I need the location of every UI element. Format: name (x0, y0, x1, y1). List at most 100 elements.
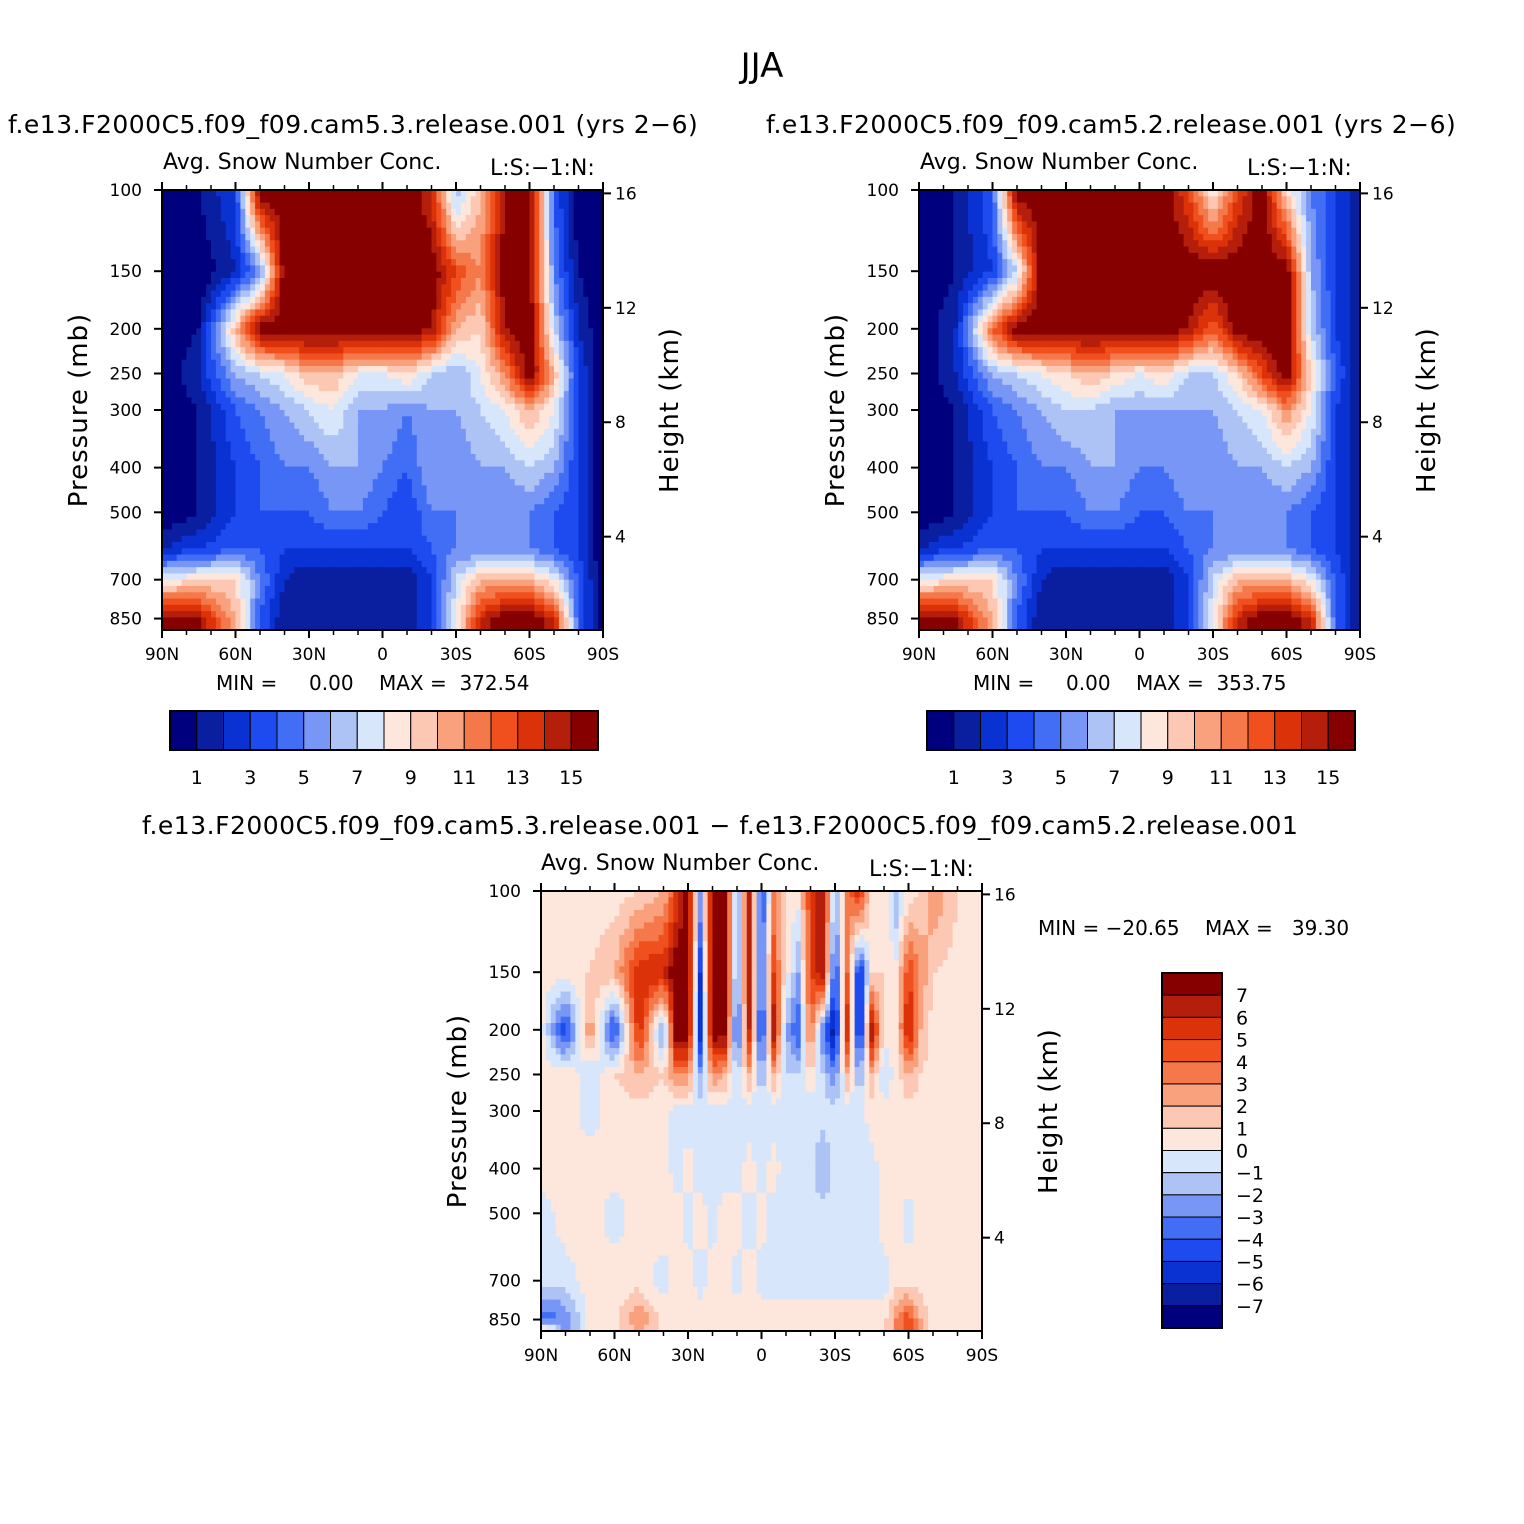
left-cell (225, 252, 232, 260)
left-cell (162, 366, 168, 373)
left-cell (583, 447, 589, 455)
left-cell (196, 391, 202, 399)
left-cell (402, 516, 408, 524)
left-cell (328, 491, 335, 499)
left-cell (274, 378, 281, 386)
left-cell (191, 322, 197, 329)
left-cell (539, 227, 545, 235)
left-cell (529, 491, 535, 499)
left-cell (279, 208, 286, 216)
left-cell (470, 485, 477, 493)
left-cell (220, 466, 227, 474)
left-cell (377, 334, 384, 342)
left-cell (304, 397, 310, 405)
left-cell (186, 227, 192, 235)
left-cell (235, 278, 241, 285)
left-cell (505, 403, 511, 411)
left-cell (549, 315, 555, 323)
left-cell (313, 309, 320, 317)
left-cell (534, 322, 540, 329)
left-cell (558, 246, 565, 254)
left-cell (240, 221, 246, 229)
left-cell (176, 246, 183, 254)
left-cell (495, 391, 501, 399)
left-cell (279, 322, 286, 329)
left-cell (505, 447, 511, 455)
left-cell (191, 202, 197, 210)
left-cell (328, 265, 335, 273)
left-cell (343, 460, 349, 468)
left-cell (299, 422, 305, 430)
left-cell (549, 246, 555, 254)
left-cell (387, 284, 393, 292)
left-cell (509, 208, 516, 216)
left-cell (554, 372, 560, 380)
left-cell (387, 410, 393, 417)
left-cell (549, 460, 555, 468)
left-cell (201, 397, 207, 405)
left-cell (431, 516, 437, 524)
left-cell (529, 265, 535, 273)
left-cell (524, 529, 531, 537)
left-cell (230, 491, 237, 499)
left-cell (421, 454, 428, 461)
left-cell (191, 215, 197, 223)
left-cell (323, 403, 330, 411)
left-cell (524, 366, 531, 373)
left-cell (529, 322, 535, 329)
left-cell (245, 215, 251, 223)
left-cell (309, 328, 315, 336)
left-cell (206, 265, 212, 273)
left-cell (529, 215, 535, 223)
left-cell (470, 498, 477, 505)
left-cell (338, 240, 344, 248)
left-cell (353, 359, 359, 367)
left-cell (338, 403, 344, 411)
left-cell (549, 529, 555, 537)
left-cell (166, 529, 173, 537)
left-cell (554, 278, 560, 285)
left-cell (573, 265, 580, 273)
left-cell (431, 190, 437, 197)
left-cell (245, 391, 251, 399)
left-cell (598, 252, 604, 260)
left-cell (426, 202, 433, 210)
left-cell (206, 498, 212, 505)
left-cell (343, 202, 349, 210)
left-cell (166, 340, 173, 348)
left-cell (284, 447, 290, 455)
left-cell (509, 397, 516, 405)
left-cell (186, 510, 192, 518)
left-cell (289, 435, 295, 443)
left-cell (416, 296, 423, 304)
left-cell (166, 384, 173, 392)
left-cell (456, 372, 462, 380)
left-cell (593, 221, 599, 229)
left-cell (220, 472, 227, 480)
left-cell (382, 378, 388, 386)
left-cell (367, 259, 374, 267)
left-cell (446, 378, 452, 386)
left-cell (480, 491, 486, 499)
left-cell (348, 529, 354, 537)
left-cell (264, 359, 271, 367)
left-cell (279, 447, 286, 455)
left-cell (279, 378, 286, 386)
left-cell (362, 529, 369, 537)
left-cell (480, 240, 486, 248)
left-cell (353, 454, 359, 461)
left-cell (563, 296, 570, 304)
left-cell (284, 516, 290, 524)
left-cell (554, 510, 560, 518)
left-cell (509, 284, 516, 292)
left-cell (456, 190, 462, 197)
left-cell (245, 454, 251, 461)
left-cell (593, 202, 599, 210)
left-cell (598, 303, 604, 311)
left-cell (549, 504, 555, 512)
left-cell (274, 523, 281, 531)
left-cell (436, 529, 442, 537)
left-cell (362, 403, 369, 411)
left-cell (284, 529, 290, 537)
left-cell (260, 296, 266, 304)
